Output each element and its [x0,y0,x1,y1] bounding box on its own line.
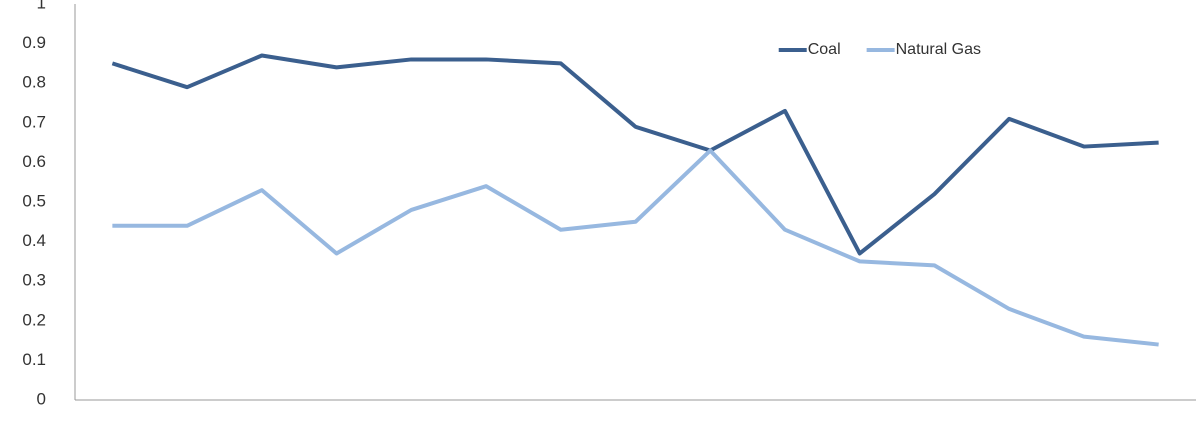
y-tick-label: 0.6 [22,152,46,171]
y-tick-label: 0.1 [22,350,46,369]
y-tick-label: 0.5 [22,191,46,210]
y-tick-label: 0.9 [22,33,46,52]
y-tick-label: 0.4 [22,231,46,250]
legend: Coal Natural Gas [778,41,981,58]
y-tick-label: 0.2 [22,310,46,329]
y-tick-label: 0.7 [22,112,46,131]
y-tick-label: 0.8 [22,73,46,92]
y-tick-label: 0.3 [22,271,46,290]
legend-label: Natural Gas [896,41,981,58]
line-series [112,148,1159,347]
legend-label: Coal [808,41,841,58]
y-tick-label: 0 [37,389,46,408]
line-series [111,53,1159,256]
y-tick-label: 1 [37,0,46,12]
